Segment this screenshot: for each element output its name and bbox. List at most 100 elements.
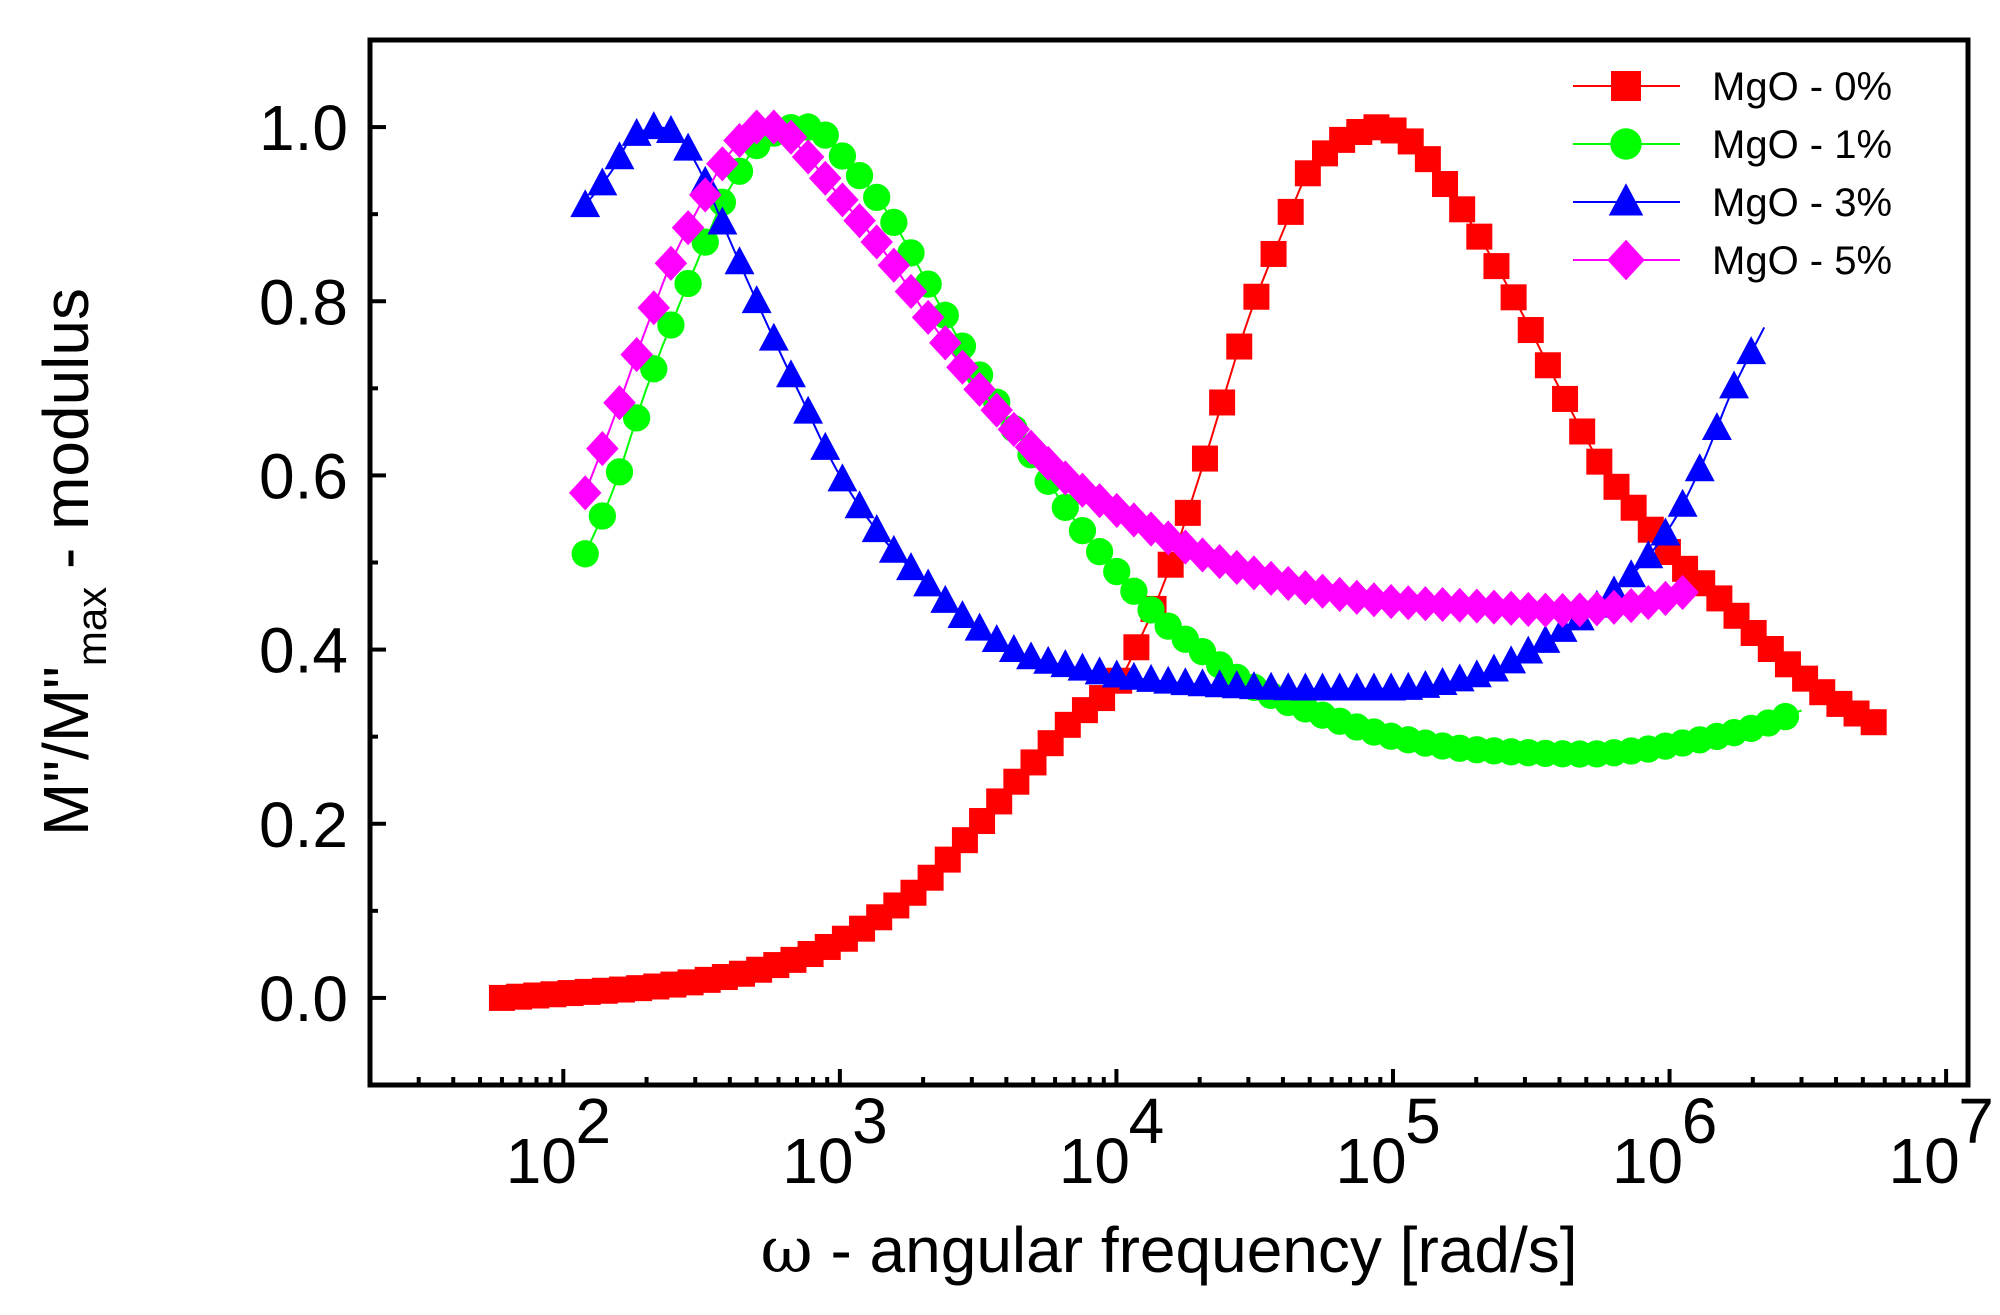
data-point xyxy=(1547,613,1578,642)
data-point xyxy=(810,431,841,460)
data-point xyxy=(1500,284,1527,311)
data-point xyxy=(757,109,791,145)
data-point xyxy=(791,139,825,175)
data-point xyxy=(1616,559,1647,588)
x-tick-label: 10 xyxy=(1612,1125,1683,1197)
data-point xyxy=(1599,575,1629,604)
x-tick-exponent: 6 xyxy=(1682,1085,1718,1157)
data-point xyxy=(1466,223,1493,250)
data-point xyxy=(688,177,722,213)
data-point xyxy=(1552,385,1579,412)
y-tick-label: 1.0 xyxy=(259,92,348,164)
y-tick-label: 0.8 xyxy=(259,266,348,338)
legend-marker xyxy=(1607,239,1645,281)
data-point xyxy=(706,146,739,182)
data-point xyxy=(929,325,962,361)
y-tick-label: 0.4 xyxy=(259,615,348,687)
data-point xyxy=(1650,517,1681,546)
data-point xyxy=(1103,557,1131,586)
data-point xyxy=(1191,445,1218,472)
legend-label: MgO - 0% xyxy=(1712,65,1892,109)
data-point xyxy=(604,141,635,170)
data-point xyxy=(774,119,808,155)
legend-label: MgO - 5% xyxy=(1712,239,1892,283)
y-tick-label: 0.0 xyxy=(259,963,348,1035)
data-point xyxy=(963,371,996,407)
data-point xyxy=(640,355,668,383)
legend-marker xyxy=(1608,183,1644,216)
data-point xyxy=(655,114,686,143)
data-point xyxy=(878,534,909,563)
legend-entry: MgO - 1% xyxy=(1573,123,1892,167)
data-point xyxy=(1701,412,1732,441)
data-point xyxy=(1209,389,1236,416)
data-point xyxy=(603,385,636,421)
data-point xyxy=(964,612,995,641)
data-point xyxy=(622,404,651,432)
data-point xyxy=(896,552,926,581)
data-point xyxy=(863,183,891,212)
data-point xyxy=(1123,634,1150,661)
data-point xyxy=(1569,418,1596,445)
data-point xyxy=(1243,283,1270,310)
data-point xyxy=(1586,448,1613,475)
data-point xyxy=(843,203,876,239)
data-point xyxy=(1546,592,1579,628)
x-tick-exponent: 5 xyxy=(1405,1085,1441,1157)
data-point xyxy=(860,224,893,260)
x-tick-label: 10 xyxy=(506,1125,577,1197)
data-point xyxy=(1067,652,1098,681)
data-point xyxy=(776,359,806,388)
data-point xyxy=(570,189,601,218)
data-point xyxy=(1620,494,1647,521)
y-axis-title: M"/M"max - modulus xyxy=(30,288,115,836)
data-point xyxy=(894,273,928,309)
data-point xyxy=(1597,589,1631,625)
data-point xyxy=(740,109,773,145)
data-point xyxy=(880,208,908,237)
x-tick-label: 10 xyxy=(1889,1125,1960,1197)
legend-marker xyxy=(1611,71,1641,101)
data-point xyxy=(673,132,704,161)
data-point xyxy=(1719,370,1749,399)
data-point xyxy=(1479,653,1509,682)
data-point xyxy=(809,160,842,196)
data-point xyxy=(844,490,875,519)
data-point xyxy=(1414,146,1441,173)
y-axis-title-rest: - modulus xyxy=(30,288,102,587)
data-point xyxy=(811,121,839,149)
x-tick-label: 10 xyxy=(782,1125,853,1197)
x-tick-exponent: 7 xyxy=(1958,1085,1994,1157)
data-point xyxy=(981,624,1012,653)
data-point xyxy=(1432,171,1459,198)
data-point xyxy=(723,122,756,159)
data-point xyxy=(1517,317,1544,344)
y-axis-title-sub: max xyxy=(68,587,115,666)
data-point xyxy=(1051,493,1079,521)
data-point xyxy=(1085,538,1114,566)
data-point xyxy=(1860,709,1887,736)
data-point xyxy=(571,540,599,568)
legend-label: MgO - 1% xyxy=(1712,123,1892,167)
data-point xyxy=(947,600,978,629)
legend-entry: MgO - 0% xyxy=(1573,65,1892,109)
data-point xyxy=(793,395,824,424)
data-point xyxy=(1771,702,1800,731)
data-point xyxy=(930,584,961,613)
data-point xyxy=(1084,656,1115,685)
legend-marker xyxy=(1610,128,1642,160)
data-point xyxy=(1120,577,1148,605)
data-point xyxy=(1529,592,1562,628)
data-point xyxy=(998,634,1029,662)
x-tick-label: 10 xyxy=(1059,1125,1130,1197)
data-point xyxy=(1426,586,1459,623)
data-point xyxy=(637,290,671,326)
y-axis-title-main: M"/M" xyxy=(30,666,102,836)
data-point xyxy=(588,502,617,530)
legend: MgO - 0% MgO - 1% MgO - 3% MgO - 5% xyxy=(1573,65,1892,283)
data-point xyxy=(1174,499,1201,526)
data-point xyxy=(1033,645,1064,674)
legend-entry: MgO - 5% xyxy=(1573,239,1892,283)
